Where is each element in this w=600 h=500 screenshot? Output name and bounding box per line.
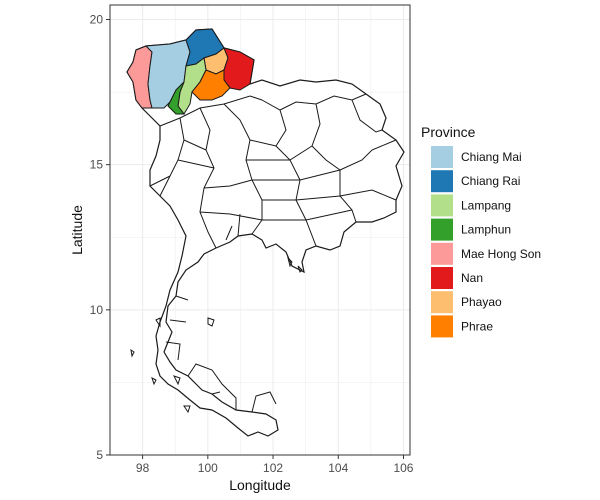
legend-key bbox=[431, 194, 453, 217]
legend-label: Phayao bbox=[461, 295, 502, 309]
legend-label: Lamphun bbox=[461, 223, 511, 237]
legend-label: Chiang Mai bbox=[461, 150, 522, 164]
highlighted-provinces bbox=[126, 28, 255, 115]
legend-key bbox=[431, 267, 453, 289]
legend-label: Mae Hong Son bbox=[461, 247, 541, 261]
x-axis-title: Longitude bbox=[229, 477, 291, 493]
y-tick-label: 20 bbox=[90, 13, 104, 27]
legend: Province Chiang Mai Chiang Rai Lampang Lamp… bbox=[421, 124, 541, 338]
x-tick-label: 98 bbox=[136, 461, 150, 475]
islands bbox=[130, 256, 303, 414]
legend-key bbox=[431, 315, 453, 338]
legend-key bbox=[431, 291, 453, 314]
province-lamphun bbox=[167, 81, 185, 115]
y-tick-label: 5 bbox=[96, 448, 103, 462]
x-tick-label: 102 bbox=[263, 461, 283, 475]
legend-key bbox=[431, 242, 453, 265]
legend-key bbox=[431, 146, 453, 168]
y-tick-label: 10 bbox=[90, 303, 104, 317]
y-tick-label: 15 bbox=[90, 158, 104, 172]
legend-key bbox=[431, 218, 453, 241]
x-axis: 98 100 102 104 106 bbox=[136, 455, 414, 475]
province-phrae bbox=[191, 69, 231, 101]
x-tick-label: 106 bbox=[393, 461, 413, 475]
country-map bbox=[126, 28, 405, 437]
y-axis-title: Latitude bbox=[69, 205, 85, 255]
legend-label: Chiang Rai bbox=[461, 174, 520, 188]
legend-label: Lampang bbox=[461, 198, 511, 212]
province-boundaries bbox=[149, 93, 397, 413]
legend-key bbox=[431, 170, 453, 193]
legend-label: Nan bbox=[461, 271, 483, 285]
panel-border bbox=[109, 4, 411, 456]
province-nan bbox=[223, 47, 255, 91]
x-tick-label: 104 bbox=[328, 461, 348, 475]
x-tick-label: 100 bbox=[198, 461, 218, 475]
legend-label: Phrae bbox=[461, 319, 493, 333]
legend-title: Province bbox=[421, 124, 476, 140]
thailand-outline bbox=[126, 28, 405, 437]
y-axis: 5 10 15 20 bbox=[90, 13, 110, 462]
